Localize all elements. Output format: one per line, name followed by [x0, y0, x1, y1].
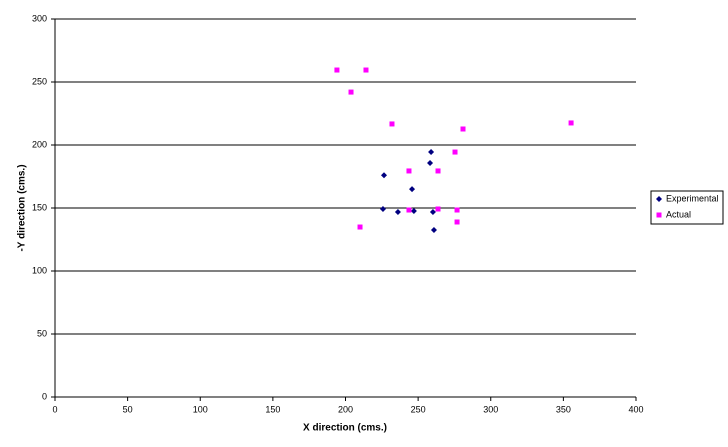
point [460, 126, 466, 132]
point [380, 172, 387, 179]
point [348, 89, 354, 95]
point [452, 149, 458, 155]
legend-label: Experimental [666, 193, 719, 203]
point [454, 207, 460, 213]
point [409, 186, 416, 193]
x-tick-label: 0 [52, 404, 57, 414]
x-tick-label: 300 [483, 404, 498, 414]
x-tick-label: 150 [265, 404, 280, 414]
legend-marker [656, 212, 662, 218]
point [389, 121, 395, 127]
y-tick-label: 50 [37, 328, 47, 338]
point [357, 224, 363, 230]
x-tick-label: 350 [556, 404, 571, 414]
point [427, 160, 434, 167]
x-tick-label: 50 [123, 404, 133, 414]
point [435, 206, 441, 212]
point [430, 227, 437, 234]
point [429, 209, 436, 216]
y-tick-label: 300 [32, 13, 47, 23]
point [435, 168, 441, 174]
x-axis-title: X direction (cms.) [303, 423, 387, 434]
legend-label: Actual [666, 209, 691, 219]
legend-marker [656, 196, 662, 202]
point [410, 208, 417, 215]
point [406, 168, 412, 174]
y-tick-label: 150 [32, 202, 47, 212]
x-tick-label: 250 [411, 404, 426, 414]
y-tick-label: 100 [32, 265, 47, 275]
point [406, 207, 412, 213]
y-tick-label: 250 [32, 76, 47, 86]
point [428, 149, 435, 156]
x-tick-label: 200 [338, 404, 353, 414]
point [334, 67, 340, 73]
y-axis-title: -Y direction (cms.) [17, 164, 28, 251]
y-tick-label: 200 [32, 139, 47, 149]
x-tick-label: 100 [193, 404, 208, 414]
point [394, 209, 401, 216]
legend-box [650, 190, 724, 225]
point [379, 206, 386, 213]
point [568, 120, 574, 126]
point [454, 219, 460, 225]
y-tick-label: 0 [42, 391, 47, 401]
x-tick-label: 400 [628, 404, 643, 414]
point [363, 67, 369, 73]
